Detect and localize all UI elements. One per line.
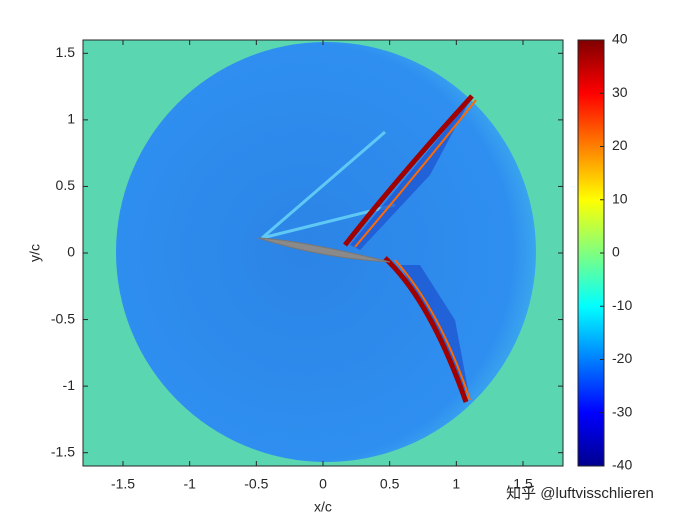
y-axis-label: y/c (27, 244, 43, 262)
colorbar-tick-label: 20 (612, 137, 628, 153)
shock-region (350, 100, 470, 250)
y-tick-label: -1.5 (51, 443, 75, 459)
colorbar-tick-label: 10 (612, 190, 628, 206)
colorbar-tick-label: 30 (612, 84, 628, 100)
airfoil (257, 237, 391, 263)
colorbar-tick-label: -20 (612, 350, 632, 366)
colorbar (577, 39, 605, 467)
x-tick-label: -1.5 (111, 476, 135, 492)
x-tick-label: 0.5 (380, 476, 400, 492)
shock-line (383, 256, 469, 403)
colorbar-tick-label: 0 (612, 244, 620, 260)
y-tick-label: 1 (67, 111, 75, 127)
shock-line (354, 99, 477, 248)
x-tick-label: 1 (452, 476, 460, 492)
x-axis-label: x/c (314, 499, 332, 515)
x-tick-label: -1 (183, 476, 196, 492)
colorbar-tick-label: -30 (612, 403, 632, 419)
y-tick-label: 0.5 (56, 177, 76, 193)
x-tick-label: 0 (319, 476, 327, 492)
y-tick-label: 1.5 (56, 44, 76, 60)
x-tick-label: 1.5 (513, 476, 533, 492)
colorbar-tick-label: -10 (612, 297, 632, 313)
y-tick-label: 0 (67, 244, 75, 260)
colorbar-tick-label: -40 (612, 457, 632, 473)
y-tick-label: -0.5 (51, 310, 75, 326)
shock-line (394, 259, 471, 401)
watermark: 知乎 @luftvisschlieren (506, 485, 654, 502)
colorbar-tick-label: 40 (612, 31, 628, 47)
shock-line (343, 94, 474, 247)
schlieren-field (83, 40, 563, 466)
x-tick-label: -0.5 (244, 476, 268, 492)
y-tick-label: -1 (63, 377, 76, 393)
